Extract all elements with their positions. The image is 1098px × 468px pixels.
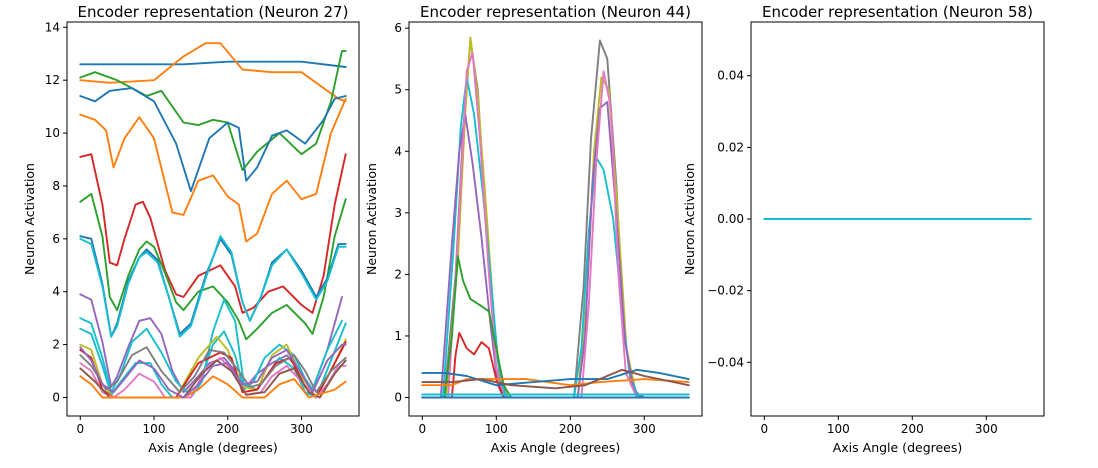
series-line-15 xyxy=(79,346,347,394)
series-line-5 xyxy=(79,97,347,243)
series-line-6 xyxy=(421,254,690,399)
y-tick-label: 0.00 xyxy=(717,212,744,226)
series-line-10 xyxy=(421,368,690,390)
series-line-6 xyxy=(79,153,347,314)
x-axis-label: Axis Angle (degrees) xyxy=(491,440,621,455)
y-tick-label: −0.04 xyxy=(707,355,744,369)
x-tick-label: 300 xyxy=(633,422,656,436)
y-tick-label: 6 xyxy=(52,232,60,246)
x-tick-label: 0 xyxy=(418,422,426,436)
chart-panel-2: 0 100 200 300 0 1 2 3 4 5 6 Encoder representation … xyxy=(364,3,703,455)
y-axis-label: Neuron Activation xyxy=(22,163,37,275)
x-tick-label: 200 xyxy=(559,422,582,436)
series-line-1 xyxy=(79,60,347,68)
x-tick-label: 200 xyxy=(901,422,924,436)
series-line-19 xyxy=(79,343,347,399)
x-tick-label: 0 xyxy=(760,422,768,436)
chart-title: Encoder representation (Neuron 58) xyxy=(762,3,1033,21)
series-line-9 xyxy=(421,368,690,387)
x-axis-label: Axis Angle (degrees) xyxy=(833,440,963,455)
x-axis-label: Axis Angle (degrees) xyxy=(148,440,278,455)
y-tick-label: 4 xyxy=(52,285,60,299)
y-tick-label: 2 xyxy=(52,338,60,352)
y-tick-label: 1 xyxy=(394,329,402,343)
series-line-2 xyxy=(421,36,690,399)
series-line-8 xyxy=(421,378,690,387)
series-line-16 xyxy=(79,356,347,399)
x-tick-label: 100 xyxy=(485,422,508,436)
y-tick-label: 2 xyxy=(394,267,402,281)
x-tick-label: 100 xyxy=(143,422,166,436)
x-tick-label: 200 xyxy=(216,422,239,436)
y-tick-label: 0.04 xyxy=(717,69,744,83)
axes-frame xyxy=(66,21,360,417)
series-line-2 xyxy=(79,42,347,103)
y-tick-label: 12 xyxy=(45,73,60,87)
axes-frame xyxy=(408,21,703,417)
series-line-3 xyxy=(421,76,690,399)
series-line-1 xyxy=(421,39,690,399)
y-tick-label: 0.02 xyxy=(717,140,744,154)
y-tick-label: 0 xyxy=(52,390,60,404)
y-tick-label: 5 xyxy=(394,83,402,97)
y-tick-label: 0 xyxy=(394,391,402,405)
series-line-7 xyxy=(79,192,347,341)
y-tick-label: 6 xyxy=(394,21,402,35)
y-tick-label: 8 xyxy=(52,179,60,193)
series-line-18 xyxy=(79,375,347,399)
x-tick-label: 300 xyxy=(290,422,313,436)
y-tick-label: −0.02 xyxy=(707,284,744,298)
y-tick-label: 14 xyxy=(45,20,60,34)
y-tick-label: 4 xyxy=(394,144,402,158)
y-axis-label: Neuron Activation xyxy=(682,163,697,275)
y-tick-label: 3 xyxy=(394,206,402,220)
series-group xyxy=(421,36,690,399)
series-line-9 xyxy=(79,235,347,338)
chart-panel-1: 0 100 200 300 0 2 4 6 8 10 12 14 Encoder representat… xyxy=(22,3,360,455)
y-tick-label: 10 xyxy=(45,126,60,140)
series-line-5 xyxy=(421,51,690,399)
chart-panel-3: 0 100 200 300 −0.04 −0.02 0.00 0.02 0.04 Encoder … xyxy=(682,3,1045,455)
chart-title: Encoder representation (Neuron 27) xyxy=(78,3,349,21)
series-line-4 xyxy=(79,87,347,193)
x-tick-label: 100 xyxy=(827,422,850,436)
x-tick-label: 0 xyxy=(76,422,84,436)
series-group xyxy=(79,42,347,399)
y-axis-label: Neuron Activation xyxy=(364,163,379,275)
chart-title: Encoder representation (Neuron 44) xyxy=(420,3,691,21)
x-tick-label: 300 xyxy=(975,422,998,436)
